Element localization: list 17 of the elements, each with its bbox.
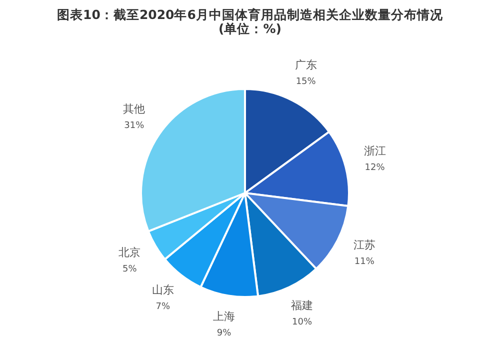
data-label: 15%: [296, 76, 316, 87]
data-label: 12%: [364, 163, 386, 174]
slice-label: 其他: [123, 102, 146, 116]
data-label: 7%: [156, 302, 170, 312]
data-label: 9%: [216, 328, 232, 339]
data-label: 5%: [122, 264, 138, 275]
chart-title: 图表10：截至2020年6月中国体育用品制造相关企业数量分布情况(单位：%): [56, 7, 444, 36]
data-label: 11%: [354, 257, 375, 268]
data-label: 10%: [292, 318, 312, 328]
slice-label: 福建: [291, 299, 314, 312]
slice-label: 山东: [152, 284, 174, 297]
slice-label: 广东: [294, 58, 317, 72]
slice-label: 北京: [118, 246, 141, 260]
slice-label: 上海: [213, 310, 236, 324]
slice-label: 江苏: [353, 238, 376, 252]
data-label: 31%: [124, 121, 145, 132]
slice-label: 浙江: [364, 144, 386, 158]
